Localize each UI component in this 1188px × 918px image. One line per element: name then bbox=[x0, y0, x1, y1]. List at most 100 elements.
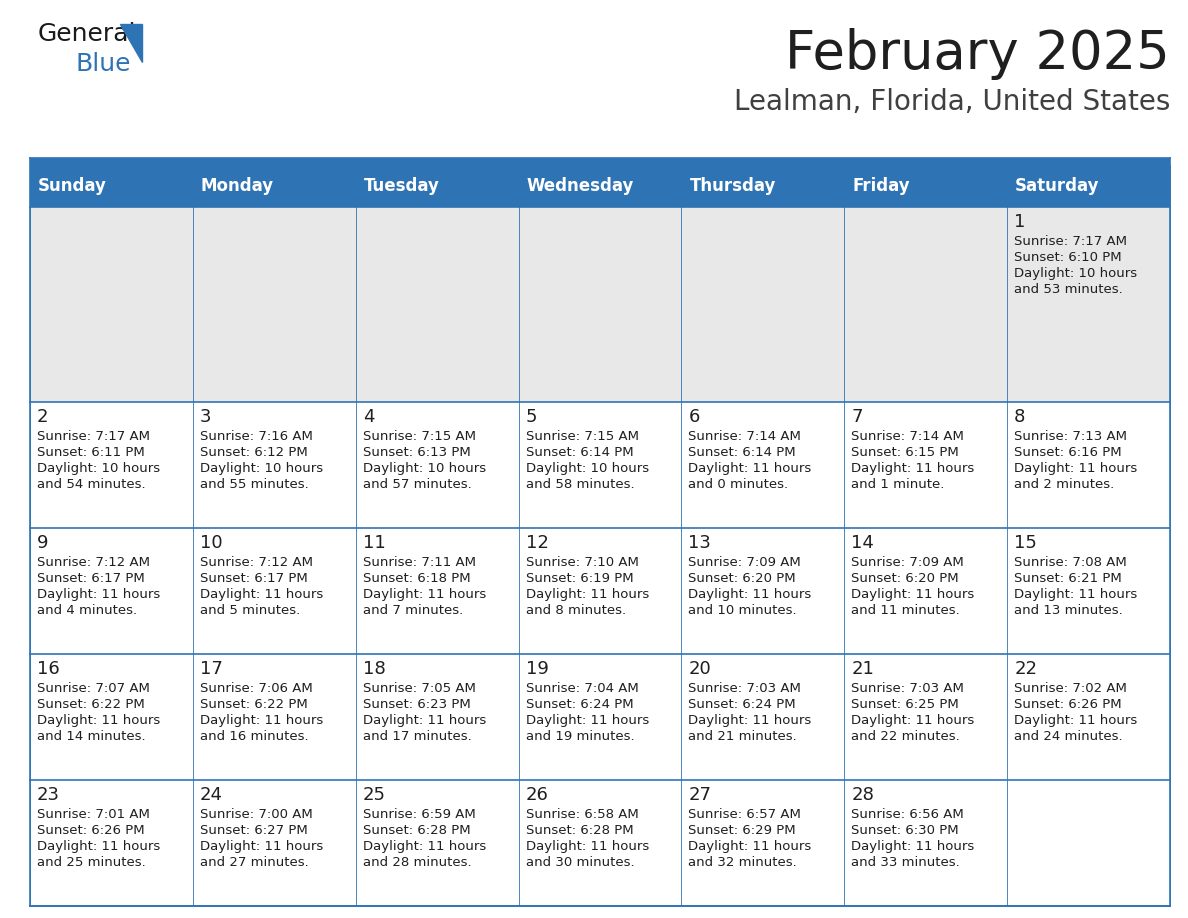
Bar bbox=[30, 402, 1170, 528]
Text: Sunrise: 7:02 AM: Sunrise: 7:02 AM bbox=[1015, 682, 1127, 695]
Text: 7: 7 bbox=[852, 409, 862, 426]
Text: 1: 1 bbox=[1015, 213, 1025, 231]
Text: and 17 minutes.: and 17 minutes. bbox=[362, 730, 472, 743]
Text: Tuesday: Tuesday bbox=[364, 177, 440, 195]
Text: 4: 4 bbox=[362, 409, 374, 426]
Text: Sunset: 6:10 PM: Sunset: 6:10 PM bbox=[1015, 251, 1121, 264]
Text: Sunrise: 7:08 AM: Sunrise: 7:08 AM bbox=[1015, 556, 1127, 569]
Text: 11: 11 bbox=[362, 534, 385, 552]
Bar bbox=[30, 780, 1170, 906]
Text: 8: 8 bbox=[1015, 409, 1025, 426]
Text: Daylight: 11 hours: Daylight: 11 hours bbox=[688, 714, 811, 727]
Text: Sunrise: 7:10 AM: Sunrise: 7:10 AM bbox=[525, 556, 638, 569]
Text: Sunday: Sunday bbox=[38, 177, 107, 195]
Text: Sunset: 6:25 PM: Sunset: 6:25 PM bbox=[852, 698, 959, 711]
Text: Sunset: 6:17 PM: Sunset: 6:17 PM bbox=[200, 572, 308, 585]
Text: and 24 minutes.: and 24 minutes. bbox=[1015, 730, 1123, 743]
Text: Sunset: 6:28 PM: Sunset: 6:28 PM bbox=[525, 824, 633, 837]
Text: Sunrise: 7:12 AM: Sunrise: 7:12 AM bbox=[200, 556, 312, 569]
Text: Thursday: Thursday bbox=[689, 177, 776, 195]
Text: Sunset: 6:14 PM: Sunset: 6:14 PM bbox=[525, 446, 633, 459]
Text: Daylight: 11 hours: Daylight: 11 hours bbox=[362, 588, 486, 601]
Text: 16: 16 bbox=[37, 660, 59, 678]
Text: Sunset: 6:11 PM: Sunset: 6:11 PM bbox=[37, 446, 145, 459]
Text: Sunrise: 7:00 AM: Sunrise: 7:00 AM bbox=[200, 808, 312, 821]
Text: Daylight: 11 hours: Daylight: 11 hours bbox=[525, 588, 649, 601]
Text: Daylight: 11 hours: Daylight: 11 hours bbox=[852, 463, 974, 476]
Text: 18: 18 bbox=[362, 660, 385, 678]
Text: Daylight: 11 hours: Daylight: 11 hours bbox=[37, 840, 160, 853]
Text: Daylight: 10 hours: Daylight: 10 hours bbox=[362, 463, 486, 476]
Text: 26: 26 bbox=[525, 786, 549, 804]
Text: Daylight: 11 hours: Daylight: 11 hours bbox=[1015, 588, 1137, 601]
Text: Sunset: 6:29 PM: Sunset: 6:29 PM bbox=[688, 824, 796, 837]
Text: Sunrise: 7:17 AM: Sunrise: 7:17 AM bbox=[37, 431, 150, 443]
Text: 2: 2 bbox=[37, 409, 49, 426]
Text: 19: 19 bbox=[525, 660, 549, 678]
Polygon shape bbox=[120, 24, 143, 62]
Text: Sunrise: 7:03 AM: Sunrise: 7:03 AM bbox=[688, 682, 801, 695]
Text: Daylight: 11 hours: Daylight: 11 hours bbox=[362, 840, 486, 853]
Text: Sunset: 6:16 PM: Sunset: 6:16 PM bbox=[1015, 446, 1121, 459]
Text: 15: 15 bbox=[1015, 534, 1037, 552]
Bar bbox=[30, 158, 1170, 165]
Text: and 7 minutes.: and 7 minutes. bbox=[362, 604, 463, 617]
Text: Daylight: 11 hours: Daylight: 11 hours bbox=[852, 840, 974, 853]
Text: Sunrise: 7:14 AM: Sunrise: 7:14 AM bbox=[852, 431, 965, 443]
Text: and 21 minutes.: and 21 minutes. bbox=[688, 730, 797, 743]
Text: 17: 17 bbox=[200, 660, 222, 678]
Text: and 16 minutes.: and 16 minutes. bbox=[200, 730, 309, 743]
Text: Sunset: 6:26 PM: Sunset: 6:26 PM bbox=[37, 824, 145, 837]
Text: Sunset: 6:20 PM: Sunset: 6:20 PM bbox=[688, 572, 796, 585]
Text: Sunrise: 7:11 AM: Sunrise: 7:11 AM bbox=[362, 556, 475, 569]
Text: Sunset: 6:21 PM: Sunset: 6:21 PM bbox=[1015, 572, 1121, 585]
Text: Sunrise: 7:03 AM: Sunrise: 7:03 AM bbox=[852, 682, 965, 695]
Text: Sunset: 6:20 PM: Sunset: 6:20 PM bbox=[852, 572, 959, 585]
Text: Daylight: 11 hours: Daylight: 11 hours bbox=[525, 714, 649, 727]
Text: Daylight: 11 hours: Daylight: 11 hours bbox=[362, 714, 486, 727]
Text: Daylight: 10 hours: Daylight: 10 hours bbox=[200, 463, 323, 476]
Text: 24: 24 bbox=[200, 786, 223, 804]
Bar bbox=[30, 655, 1170, 780]
Text: Sunset: 6:30 PM: Sunset: 6:30 PM bbox=[852, 824, 959, 837]
Text: Sunrise: 7:15 AM: Sunrise: 7:15 AM bbox=[525, 431, 639, 443]
Text: and 10 minutes.: and 10 minutes. bbox=[688, 604, 797, 617]
Text: Sunset: 6:22 PM: Sunset: 6:22 PM bbox=[200, 698, 308, 711]
Text: and 5 minutes.: and 5 minutes. bbox=[200, 604, 301, 617]
Text: 28: 28 bbox=[852, 786, 874, 804]
Text: and 2 minutes.: and 2 minutes. bbox=[1015, 478, 1114, 491]
Text: and 13 minutes.: and 13 minutes. bbox=[1015, 604, 1123, 617]
Text: Sunset: 6:12 PM: Sunset: 6:12 PM bbox=[200, 446, 308, 459]
Text: Daylight: 10 hours: Daylight: 10 hours bbox=[37, 463, 160, 476]
Text: and 25 minutes.: and 25 minutes. bbox=[37, 856, 146, 869]
Text: 23: 23 bbox=[37, 786, 61, 804]
Text: 27: 27 bbox=[688, 786, 712, 804]
Text: Sunrise: 7:12 AM: Sunrise: 7:12 AM bbox=[37, 556, 150, 569]
Text: Sunset: 6:26 PM: Sunset: 6:26 PM bbox=[1015, 698, 1121, 711]
Text: and 30 minutes.: and 30 minutes. bbox=[525, 856, 634, 869]
Text: and 14 minutes.: and 14 minutes. bbox=[37, 730, 146, 743]
Text: Daylight: 11 hours: Daylight: 11 hours bbox=[852, 588, 974, 601]
Text: Sunrise: 6:57 AM: Sunrise: 6:57 AM bbox=[688, 808, 801, 821]
Text: Daylight: 11 hours: Daylight: 11 hours bbox=[1015, 463, 1137, 476]
Text: Daylight: 11 hours: Daylight: 11 hours bbox=[200, 588, 323, 601]
Text: 21: 21 bbox=[852, 660, 874, 678]
Text: and 8 minutes.: and 8 minutes. bbox=[525, 604, 626, 617]
Text: Sunset: 6:24 PM: Sunset: 6:24 PM bbox=[688, 698, 796, 711]
Text: and 1 minute.: and 1 minute. bbox=[852, 478, 944, 491]
Text: Daylight: 11 hours: Daylight: 11 hours bbox=[852, 714, 974, 727]
Text: Sunset: 6:27 PM: Sunset: 6:27 PM bbox=[200, 824, 308, 837]
Text: and 27 minutes.: and 27 minutes. bbox=[200, 856, 309, 869]
Text: Daylight: 10 hours: Daylight: 10 hours bbox=[525, 463, 649, 476]
Text: 5: 5 bbox=[525, 409, 537, 426]
Text: Sunrise: 7:06 AM: Sunrise: 7:06 AM bbox=[200, 682, 312, 695]
Text: Sunrise: 7:16 AM: Sunrise: 7:16 AM bbox=[200, 431, 312, 443]
Text: Sunset: 6:15 PM: Sunset: 6:15 PM bbox=[852, 446, 959, 459]
Bar bbox=[30, 165, 1170, 207]
Text: Daylight: 11 hours: Daylight: 11 hours bbox=[688, 463, 811, 476]
Text: 14: 14 bbox=[852, 534, 874, 552]
Text: Wednesday: Wednesday bbox=[526, 177, 634, 195]
Text: Sunrise: 6:56 AM: Sunrise: 6:56 AM bbox=[852, 808, 963, 821]
Text: Sunrise: 6:58 AM: Sunrise: 6:58 AM bbox=[525, 808, 638, 821]
Text: and 4 minutes.: and 4 minutes. bbox=[37, 604, 137, 617]
